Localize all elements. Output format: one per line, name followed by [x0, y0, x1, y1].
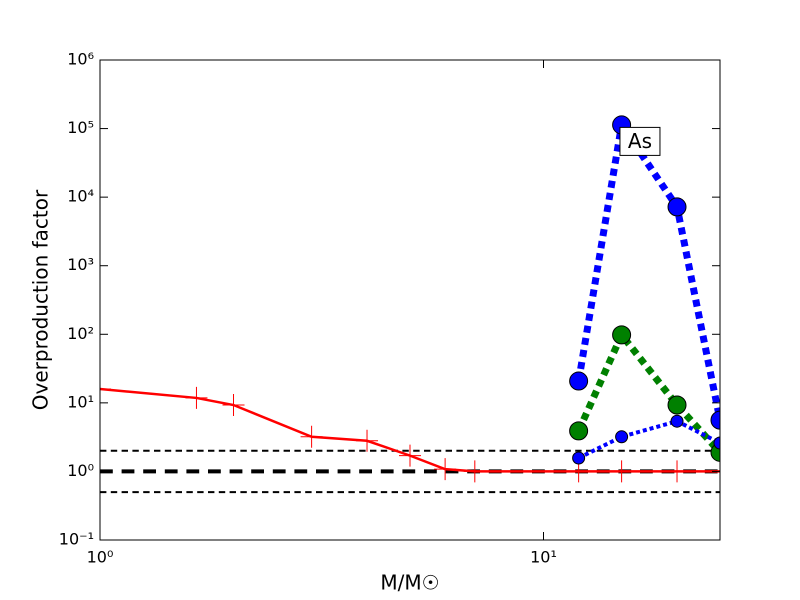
y-axis-label: Overproduction factor: [29, 189, 53, 410]
point-marker: [667, 197, 687, 217]
annotation: As: [628, 129, 652, 153]
point-marker: [572, 451, 586, 465]
point-marker: [300, 425, 323, 448]
point-marker: [569, 421, 589, 441]
point-marker: [667, 395, 687, 415]
y-tick-label: 10²: [67, 324, 94, 343]
series-line: [575, 328, 720, 455]
y-tick-label: 10⁴: [67, 187, 94, 206]
point-marker: [610, 460, 633, 483]
point-marker: [569, 371, 589, 391]
annotation-box: [619, 126, 661, 156]
x-tick-label: 10⁰: [87, 548, 114, 567]
y-tick-label: 10¹: [67, 392, 94, 411]
axes-frame: [99, 59, 721, 541]
point-marker: [710, 410, 720, 430]
point-marker: [666, 460, 689, 483]
x-tick-label: 10¹: [530, 548, 557, 567]
point-marker: [615, 430, 629, 444]
point-marker: [399, 444, 421, 467]
point-marker: [434, 458, 457, 481]
point-marker: [356, 429, 379, 452]
y-tick-label: 10⁶: [67, 50, 94, 69]
point-marker: [463, 460, 486, 483]
point-marker: [185, 386, 208, 409]
point-marker: [612, 325, 632, 345]
series-line: [575, 115, 720, 421]
plot-area: [100, 115, 720, 494]
point-marker: [670, 414, 684, 428]
y-tick-label: 10⁻¹: [59, 530, 94, 549]
x-axis-label: M/M☉: [380, 571, 439, 595]
y-tick-label: 10⁰: [67, 461, 94, 480]
point-marker: [713, 436, 720, 450]
point-marker: [100, 378, 111, 401]
y-tick-label: 10⁵: [67, 118, 94, 137]
y-tick-label: 10³: [67, 255, 94, 274]
series-line: [577, 419, 720, 460]
point-marker: [222, 394, 245, 417]
